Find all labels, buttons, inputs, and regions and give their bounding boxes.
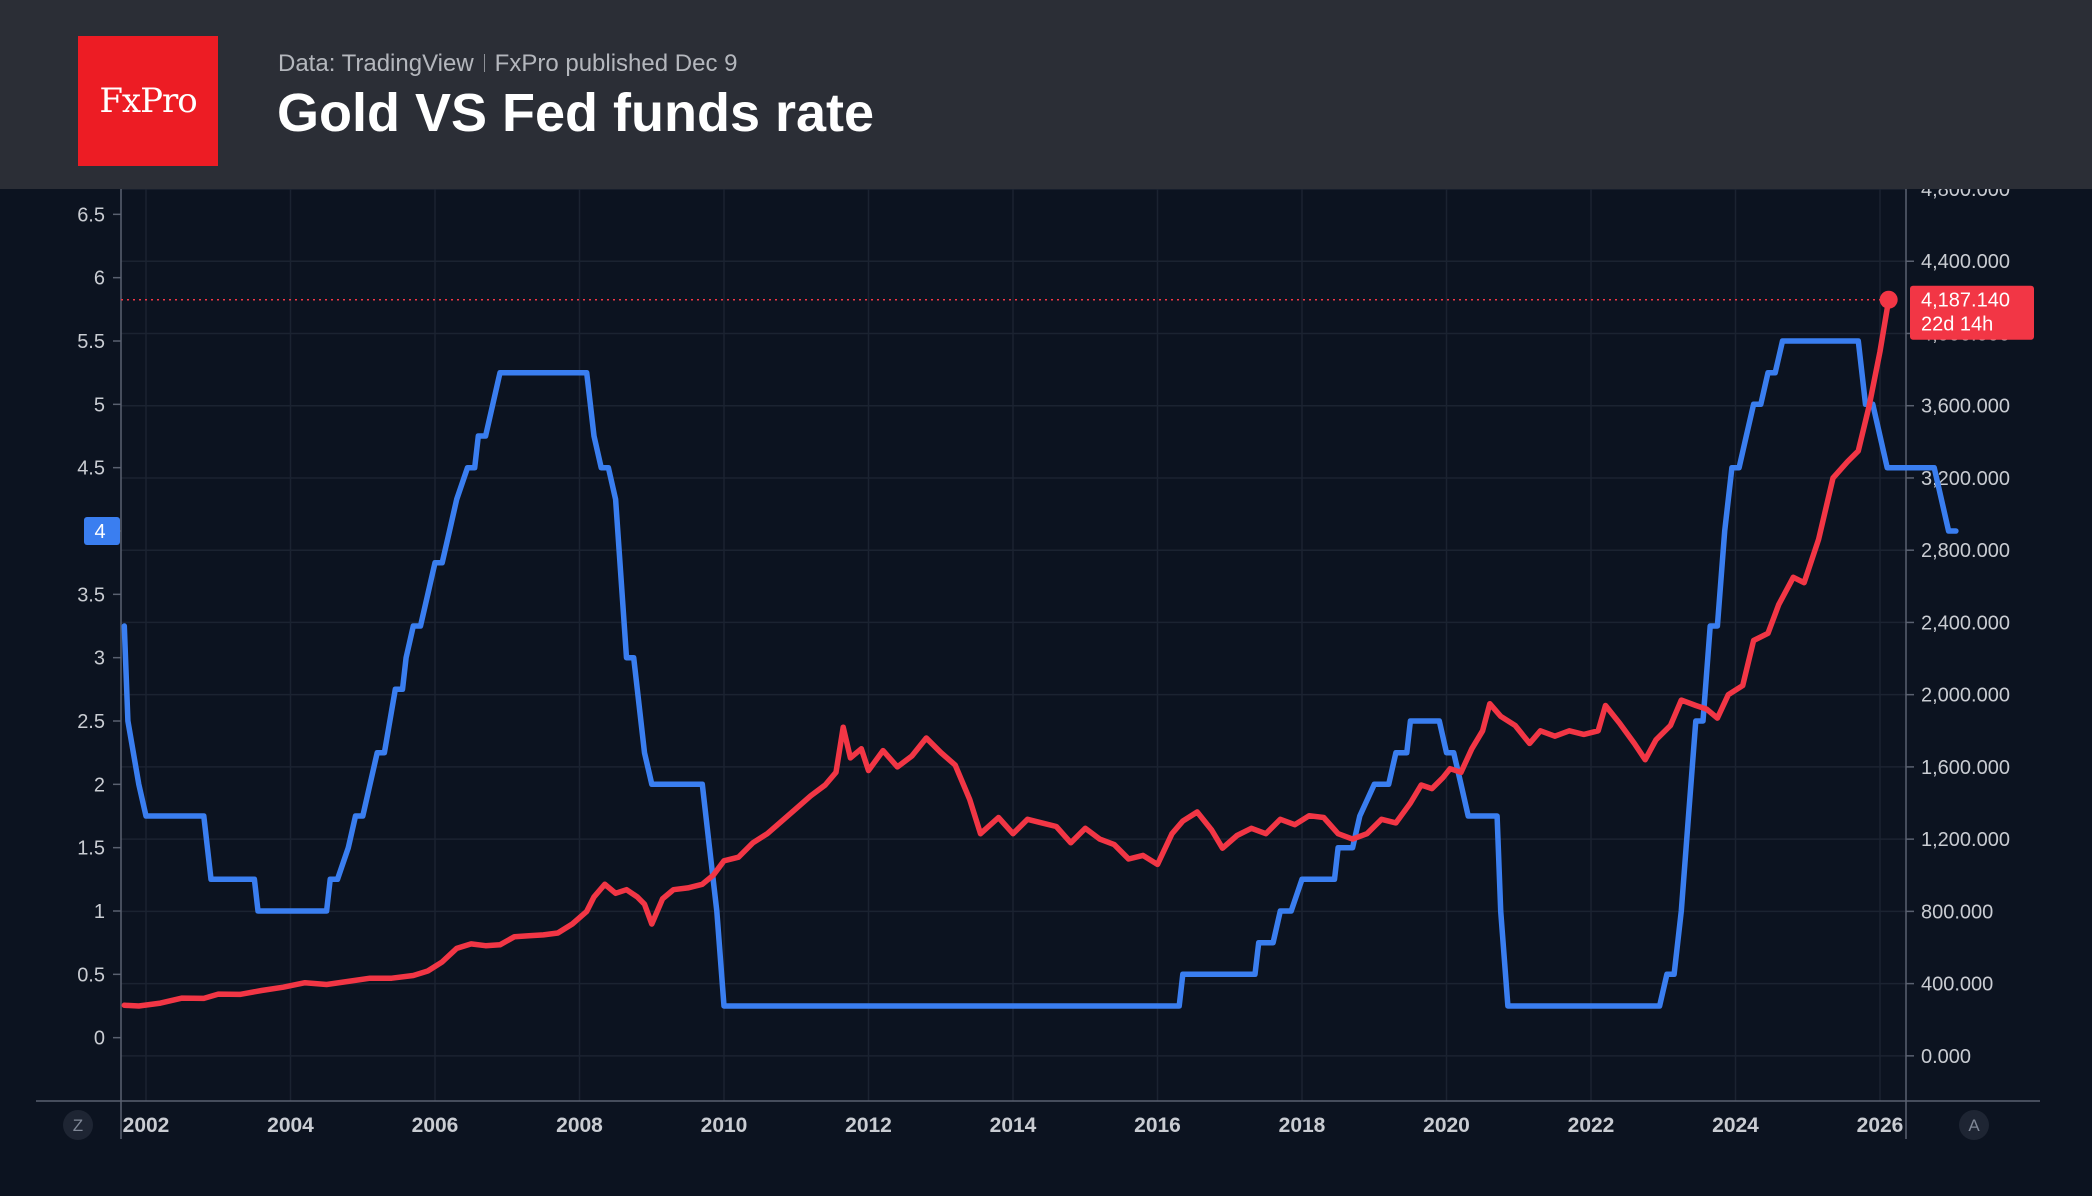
left-tick-label: 3.5 xyxy=(77,584,105,606)
right-tick-label: 0.000 xyxy=(1921,1046,1971,1068)
right-tick-label: 2,000.000 xyxy=(1921,685,2010,707)
x-tick-label: 2020 xyxy=(1423,1114,1470,1137)
right-tick-label: 3,200.000 xyxy=(1921,468,2010,490)
x-tick-label: 2008 xyxy=(556,1114,603,1137)
x-tick-label: 2022 xyxy=(1568,1114,1615,1137)
right-tick-label: 2,400.000 xyxy=(1921,612,2010,634)
left-tick-label: 1 xyxy=(94,901,105,923)
fxpro-logo: FxPro xyxy=(78,36,218,166)
x-axis-ticks: 2002 2004 2006 2008 2010 2012 2014 2016 2018 2020… xyxy=(123,1114,1904,1137)
x-tick-label: 2024 xyxy=(1712,1114,1759,1137)
z-axis-button[interactable]: Z xyxy=(63,1110,93,1140)
left-tick-label: 0 xyxy=(94,1028,105,1050)
gold-price-badge xyxy=(1910,285,2034,340)
chart-meta: Data: TradingView FxPro published Dec 9 xyxy=(278,50,737,78)
auto-scale-label: A xyxy=(1968,1116,1980,1135)
z-axis-label: Z xyxy=(73,1116,83,1135)
left-tick-label: 1.5 xyxy=(77,838,105,860)
x-tick-label: 2002 xyxy=(123,1114,170,1137)
left-tick-label: 2.5 xyxy=(77,711,105,733)
right-tick-label: 1,200.000 xyxy=(1921,829,2010,851)
chart-axes xyxy=(36,189,2040,1139)
gold-price-value: 4,187.140 xyxy=(1921,290,2010,312)
gold-price-line xyxy=(121,296,1892,1009)
chart-grid xyxy=(121,189,1906,1101)
chart-title: Gold VS Fed funds rate xyxy=(277,83,875,143)
x-tick-label: 2004 xyxy=(267,1114,314,1137)
x-tick-label: 2012 xyxy=(845,1114,892,1137)
x-tick-label: 2006 xyxy=(412,1114,459,1137)
x-tick-label: 2018 xyxy=(1279,1114,1326,1137)
x-tick-label: 2026 xyxy=(1857,1114,1904,1137)
left-tick-label: 2 xyxy=(94,774,105,796)
left-tick-label: 0.5 xyxy=(77,964,105,986)
bar-countdown: 22d 14h xyxy=(1921,314,1993,336)
fed-rate-badge xyxy=(84,517,120,545)
meta-divider xyxy=(483,54,485,72)
right-tick-label: 4,400.000 xyxy=(1921,251,2010,273)
published-date: FxPro published Dec 9 xyxy=(494,50,738,77)
left-tick-label: 5 xyxy=(94,394,105,416)
left-tick-label: 4.5 xyxy=(77,458,105,480)
right-tick-label: 3,600.000 xyxy=(1921,396,2010,418)
fed-funds-rate-line xyxy=(121,338,1959,1009)
x-tick-label: 2014 xyxy=(990,1114,1037,1137)
right-tick-label: 1,600.000 xyxy=(1921,757,2010,779)
left-tick-label: 6.5 xyxy=(77,204,105,226)
left-tick-label: 5.5 xyxy=(77,331,105,353)
data-source: Data: TradingView xyxy=(278,50,474,77)
gold-last-point xyxy=(1879,290,1898,309)
right-tick-label: 400.000 xyxy=(1921,974,1993,996)
fed-rate-value: 4 xyxy=(94,521,105,543)
chart-series xyxy=(121,296,1959,1009)
right-tick-label: 800.000 xyxy=(1921,901,1993,923)
auto-scale-button[interactable]: A xyxy=(1959,1110,1989,1140)
chart-area[interactable]: 2002 2004 2006 2008 2010 2012 2014 2016 2018 2020… xyxy=(0,189,2092,1196)
right-tick-label: 2,800.000 xyxy=(1921,540,2010,562)
x-tick-label: 2016 xyxy=(1134,1114,1181,1137)
x-tick-label: 2010 xyxy=(701,1114,748,1137)
left-tick-label: 3 xyxy=(94,648,105,670)
header-bar: FxPro Data: TradingView FxPro published D… xyxy=(0,0,2092,189)
left-axis-ticks: 0 0.5 1 1.5 2 2.5 3 3.5 4 4.5 5 5.5 6 6.5 xyxy=(77,204,121,1050)
right-tick-label: 4,800.000 xyxy=(1921,189,2010,201)
left-tick-label: 6 xyxy=(94,268,105,290)
